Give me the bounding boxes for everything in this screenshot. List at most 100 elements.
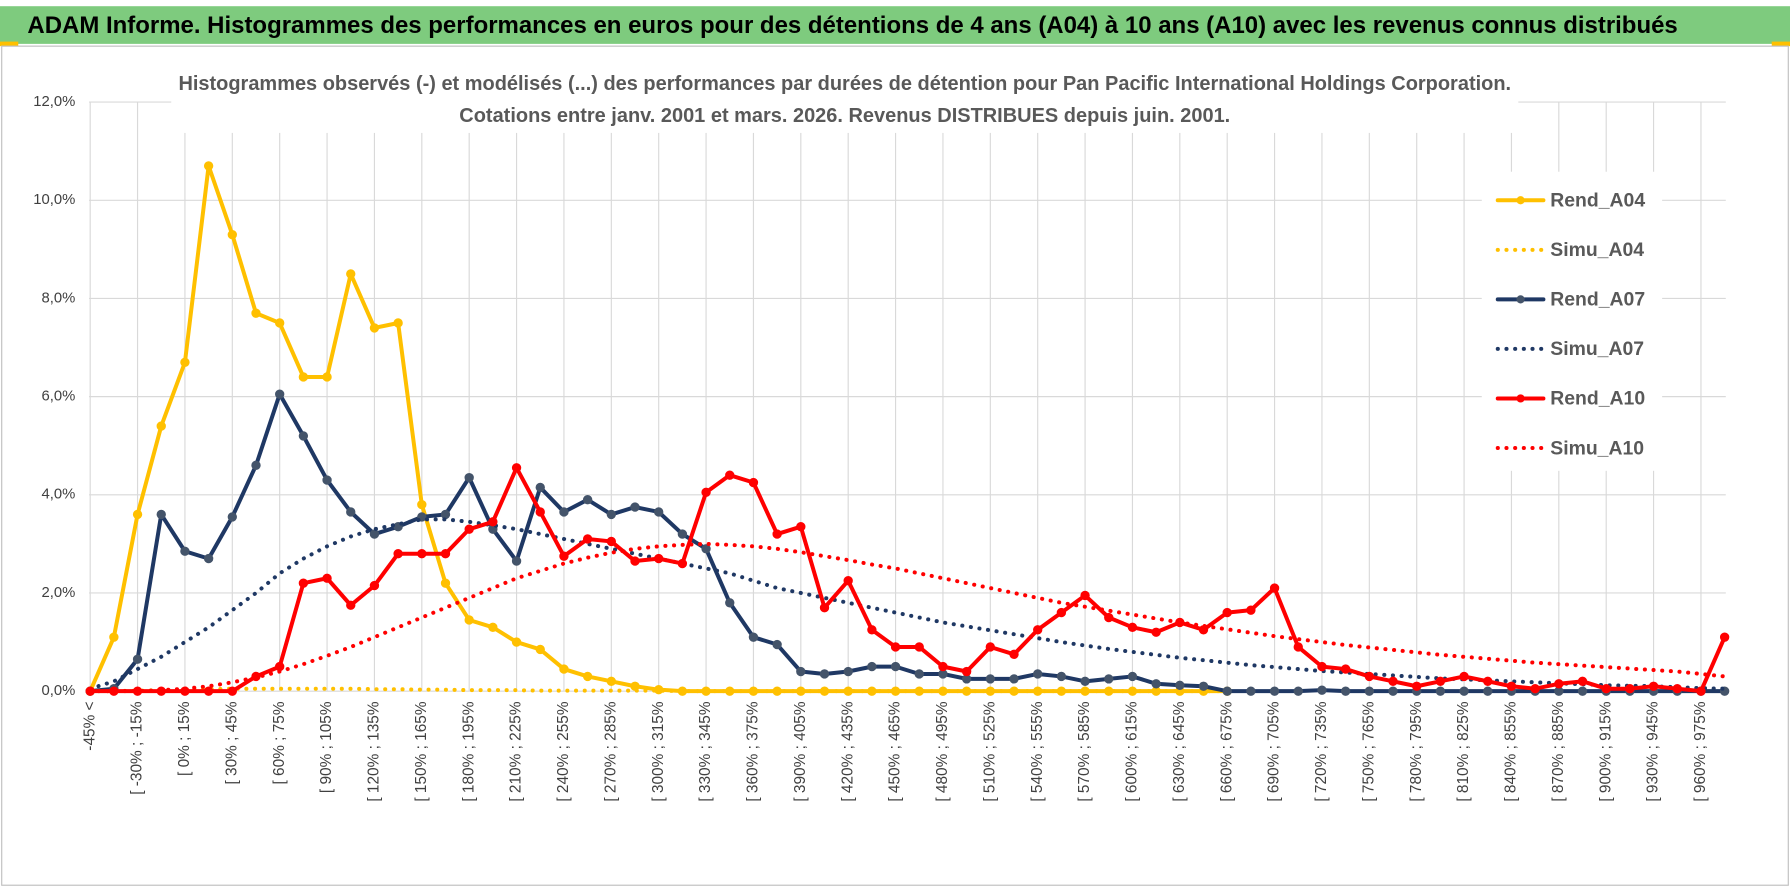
x-tick-label: [ 150% ; 165% — [413, 701, 430, 802]
data-point — [677, 529, 688, 539]
x-tick-label: [ 90% ; 105% — [318, 701, 335, 793]
data-point — [606, 509, 616, 520]
data-point — [559, 551, 569, 561]
data-point — [1483, 676, 1493, 687]
data-point — [630, 502, 640, 512]
x-tick-label: [ 270% ; 285% — [602, 701, 619, 802]
data-point — [725, 598, 735, 608]
x-tick-label: [ 690% ; 705% — [1266, 701, 1283, 802]
legend-label: Simu_A10 — [1550, 437, 1644, 459]
y-tick-label: 6,0% — [42, 389, 76, 405]
data-point — [819, 603, 830, 613]
y-tick-label: 2,0% — [42, 585, 76, 601]
data-point — [1435, 686, 1446, 696]
x-tick-label: [ -30% ; -15% — [129, 701, 146, 795]
data-point — [582, 495, 593, 505]
x-tick-label: [ 390% ; 405% — [792, 701, 809, 802]
y-tick-label: 0,0% — [42, 683, 76, 699]
data-point — [701, 487, 711, 498]
x-tick-label: [ 420% ; 435% — [839, 701, 856, 802]
x-tick-label: [ 540% ; 555% — [1029, 701, 1046, 802]
data-point — [1317, 661, 1327, 672]
data-point — [488, 517, 498, 527]
plot — [85, 161, 1730, 696]
data-point — [346, 600, 356, 610]
data-point — [393, 318, 403, 328]
data-point — [890, 642, 901, 652]
data-point — [275, 661, 285, 672]
data-point — [1317, 685, 1327, 695]
x-tick-label: [ 0% ; 15% — [176, 701, 193, 776]
data-point — [606, 536, 616, 547]
data-point — [464, 472, 474, 483]
x-tick-label: [ 210% ; 225% — [508, 701, 525, 802]
data-point — [559, 664, 569, 674]
corner-accent — [1771, 41, 1790, 47]
data-point — [132, 509, 143, 520]
data-point — [440, 549, 451, 559]
data-point — [1483, 686, 1493, 696]
chart-frame — [1, 45, 1789, 886]
data-point — [1364, 671, 1375, 682]
data-point — [464, 615, 474, 625]
data-point — [1246, 605, 1256, 615]
data-point — [488, 622, 498, 633]
y-tick-label: 12,0% — [33, 94, 75, 110]
legend: Rend_A04 Simu_A04 Rend_A07 Simu_A07 Rend_A10… — [1481, 171, 1663, 471]
data-point — [369, 580, 380, 591]
data-point — [748, 477, 759, 488]
data-point — [1269, 686, 1280, 696]
data-point — [582, 671, 593, 682]
data-point — [393, 549, 403, 559]
data-point — [251, 460, 261, 471]
data-point — [511, 463, 522, 473]
data-point — [1364, 686, 1375, 696]
data-point — [298, 431, 309, 441]
data-point — [1222, 607, 1232, 618]
data-point — [701, 544, 711, 554]
data-point — [938, 661, 948, 672]
series-line — [88, 541, 1727, 694]
data-point — [606, 676, 616, 687]
data-point — [914, 642, 924, 652]
x-tick-label: [ 480% ; 495% — [934, 701, 951, 802]
data-point — [227, 512, 237, 522]
data-point — [535, 644, 545, 655]
chart-title: Histogrammes observés (-) et modélisés (… — [178, 73, 1511, 95]
data-point — [1719, 632, 1730, 642]
data-point — [417, 549, 427, 559]
data-point — [1080, 590, 1090, 601]
x-tick-label: [ 870% ; 885% — [1550, 701, 1567, 802]
x-tick-label: [ 330% ; 345% — [697, 701, 714, 802]
data-point — [1246, 686, 1256, 696]
data-point — [1033, 625, 1043, 635]
data-point — [1625, 684, 1635, 694]
data-point — [772, 529, 782, 539]
data-point — [322, 372, 332, 382]
x-tick-label: [ 300% ; 315% — [650, 701, 667, 802]
data-point — [346, 507, 356, 517]
data-point — [1127, 671, 1138, 682]
data-point — [654, 507, 664, 517]
data-point — [1151, 679, 1161, 689]
x-tick-label: [ 450% ; 465% — [887, 701, 904, 802]
data-point — [725, 470, 735, 480]
data-point — [1388, 676, 1398, 687]
x-tick-label: [ 810% ; 825% — [1455, 701, 1472, 802]
data-point — [748, 632, 759, 642]
x-tick-label: [ 120% ; 135% — [366, 701, 383, 802]
data-point — [275, 318, 285, 328]
data-point — [203, 686, 214, 696]
data-point — [1198, 681, 1209, 691]
data-point — [1175, 680, 1185, 690]
data-point — [464, 524, 474, 534]
x-tick-label: [ 750% ; 765% — [1360, 701, 1377, 802]
data-point — [1435, 676, 1446, 687]
y-tick-label: 8,0% — [42, 290, 76, 306]
data-point — [985, 642, 996, 652]
legend-label: Simu_A07 — [1550, 338, 1644, 360]
data-point — [298, 578, 309, 588]
data-point — [1530, 684, 1540, 694]
data-point — [511, 556, 522, 566]
